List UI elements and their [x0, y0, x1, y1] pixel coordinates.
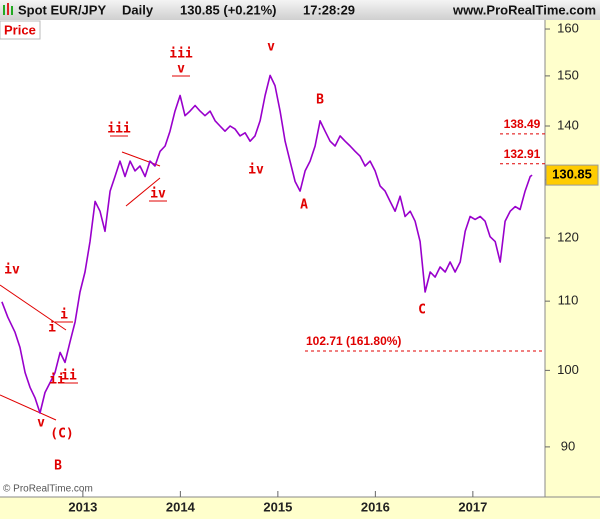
period: Daily: [122, 2, 154, 17]
wave-label: ii: [61, 369, 77, 384]
wave-label: v: [177, 62, 185, 77]
wave-label: iv: [4, 263, 20, 278]
last-price-label: 130.85: [552, 167, 592, 182]
wave-label: v: [267, 40, 275, 55]
wave-label: i: [60, 308, 68, 323]
y-tick-label: 110: [558, 293, 579, 308]
y-tick-label: 90: [561, 438, 575, 453]
x-tick-label: 2017: [458, 499, 487, 514]
level-label: 102.71 (161.80%): [306, 334, 401, 348]
y-tick-label: 120: [557, 229, 579, 244]
header-icon: [3, 3, 13, 15]
y-tick-label: 140: [557, 117, 579, 132]
copyright: © ProRealTime.com: [3, 484, 93, 495]
x-tick-label: 2016: [361, 499, 390, 514]
wave-label: iv: [150, 187, 166, 202]
x-axis-panel: [0, 497, 600, 519]
wave-label: A: [300, 198, 308, 213]
wave-label: B: [316, 93, 324, 108]
wave-label: i: [48, 321, 56, 336]
wave-label: ii: [49, 373, 65, 388]
x-tick-label: 2013: [68, 499, 97, 514]
wave-label: C: [418, 303, 426, 318]
quote: 130.85 (+0.21%): [180, 2, 276, 17]
wave-label: B: [54, 459, 62, 474]
y-tick-label: 100: [557, 362, 579, 377]
x-tick-label: 2015: [263, 499, 292, 514]
header-bar: [0, 0, 600, 20]
wave-label: iv: [248, 163, 264, 178]
y-tick-label: 160: [557, 20, 579, 35]
x-tick-label: 2014: [166, 499, 196, 514]
wave-label: iii: [169, 47, 193, 62]
wave-label: (C): [50, 427, 73, 442]
symbol: Spot EUR/JPY: [18, 2, 106, 17]
time: 17:28:29: [303, 2, 355, 17]
level-label: 138.49: [504, 117, 541, 131]
y-axis-panel: [545, 20, 600, 519]
site: www.ProRealTime.com: [452, 2, 596, 17]
panel-label: Price: [4, 22, 36, 37]
last-price-box: [545, 164, 599, 186]
panel-label-box: [0, 20, 41, 40]
price-line: [1, 74, 533, 414]
wave-label: v: [37, 416, 45, 431]
y-tick-label: 150: [557, 67, 579, 82]
level-label: 132.91: [504, 147, 541, 161]
wave-label: iii: [107, 122, 131, 137]
